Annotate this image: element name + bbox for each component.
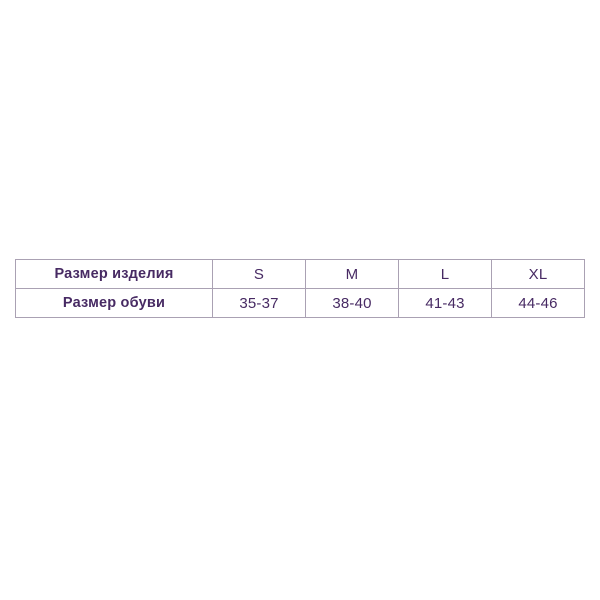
shoe-size-row-label: Размер обуви <box>15 288 213 318</box>
shoe-size-s-cell: 35-37 <box>212 288 306 318</box>
product-size-l-cell: L <box>398 259 492 289</box>
size-conversion-table: Размер изделия S M L XL Размер обуви 35-… <box>15 259 585 318</box>
product-size-row-label: Размер изделия <box>15 259 213 289</box>
shoe-size-m-cell: 38-40 <box>305 288 399 318</box>
table-row-product-size: Размер изделия S M L XL <box>15 259 585 289</box>
table-row-shoe-size: Размер обуви 35-37 38-40 41-43 44-46 <box>15 288 585 318</box>
product-size-xl-cell: XL <box>491 259 585 289</box>
shoe-size-l-cell: 41-43 <box>398 288 492 318</box>
product-size-s-cell: S <box>212 259 306 289</box>
shoe-size-xl-cell: 44-46 <box>491 288 585 318</box>
product-size-m-cell: M <box>305 259 399 289</box>
